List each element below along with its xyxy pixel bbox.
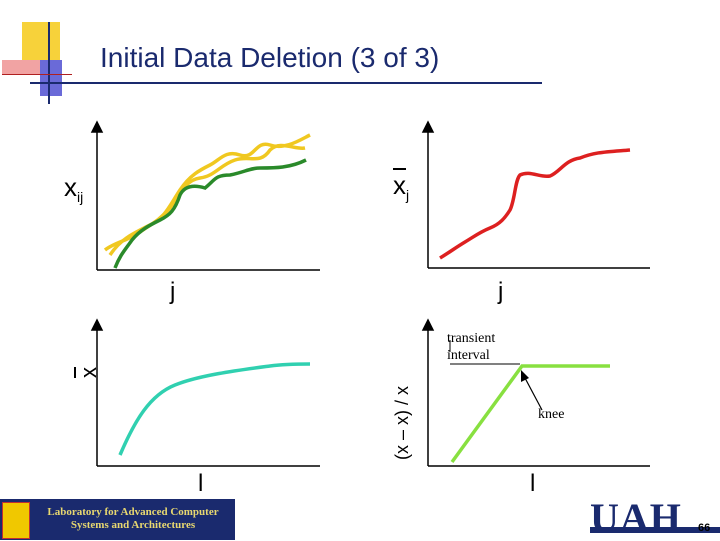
- knee-arrow-line: [524, 377, 543, 411]
- lab-name-line2: Systems and Architectures: [70, 519, 196, 531]
- title-rule: [30, 82, 542, 84]
- lab-name: Laboratory for Advanced Computer Systems…: [38, 506, 228, 532]
- knee-label: knee: [538, 407, 565, 422]
- series-lightgreen: [450, 364, 610, 464]
- axes-top-right: [421, 120, 650, 269]
- lab-logo-banner: Laboratory for Advanced Computer Systems…: [0, 499, 235, 540]
- top-right-ylabel-base: x: [393, 170, 406, 200]
- transient-interval-label: transient interval: [447, 331, 496, 363]
- lab-name-line1: Laboratory for Advanced Computer: [47, 506, 219, 518]
- corner-deco-yellow: [22, 22, 60, 66]
- page-number: 66: [698, 522, 711, 534]
- axes-bottom-left: [90, 318, 320, 467]
- series-teal: [118, 362, 311, 456]
- top-right-ylabel-sub: j: [406, 187, 410, 204]
- axes-bottom-right: [421, 318, 650, 467]
- series-green: [113, 158, 307, 269]
- university-logo-bar: [590, 527, 720, 533]
- top-left-ylabel: xij: [64, 172, 83, 205]
- bottom-right-xlabel: l: [530, 470, 536, 497]
- top-left-ylabel-base: x: [64, 172, 77, 202]
- top-left-ylabel-sub: ij: [77, 189, 84, 206]
- slide-title: Initial Data Deletion (3 of 3): [100, 42, 440, 73]
- top-left-xlabel: j: [170, 278, 176, 305]
- bottom-left-ylabel: x: [76, 367, 101, 378]
- top-right-ylabel: xj: [393, 170, 409, 203]
- bottom-left-xlabel: l: [198, 470, 204, 497]
- corner-deco-line-h: [2, 74, 72, 75]
- university-logo: UAH: [590, 495, 682, 540]
- corner-deco-line-v: [48, 22, 50, 104]
- corner-deco-blue: [40, 60, 62, 96]
- corner-deco-red: [2, 60, 48, 74]
- lab-emblem-icon: [2, 502, 30, 539]
- bottom-right-ylabel: (x – x) / x: [392, 385, 412, 460]
- series-red: [439, 148, 631, 260]
- top-right-xlabel: j: [498, 278, 504, 305]
- axes-top-left: [90, 120, 320, 271]
- knee-arrow-head: [521, 370, 529, 382]
- series-yellow-1: [108, 133, 311, 256]
